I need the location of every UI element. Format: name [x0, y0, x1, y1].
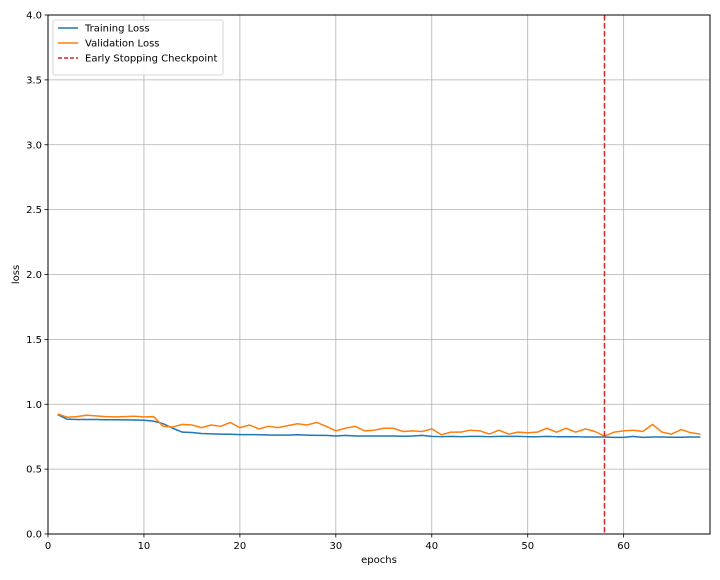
x-tick-label: 20	[234, 541, 247, 552]
series-line-validation-loss	[57, 413, 701, 437]
y-tick-label: 1.0	[26, 400, 42, 411]
grid	[47, 14, 710, 535]
legend-label: Training Loss	[84, 24, 150, 35]
y-tick-label: 1.5	[26, 335, 42, 346]
y-tick-label: 3.0	[26, 140, 42, 151]
y-tick-label: 2.0	[26, 270, 42, 281]
y-tick-label: 0.0	[26, 530, 42, 541]
x-tick-label: 40	[425, 541, 438, 552]
tick-layer: 0 10 20 30 40 50 60 0.0 0.5 1.0 1.5 2.0 2.5 3.0 3.5 4.0	[26, 11, 630, 553]
x-tick-label: 30	[329, 541, 342, 552]
x-axis-label: epochs	[361, 555, 397, 566]
x-tick-label: 50	[521, 541, 534, 552]
y-tick-label: 0.5	[26, 465, 42, 476]
y-tick-label: 3.5	[26, 75, 42, 86]
legend-box	[52, 19, 224, 76]
legend: Training Loss Validation Loss Early Stoppi…	[52, 19, 224, 76]
legend-label: Early Stopping Checkpoint	[85, 54, 218, 65]
x-tick-label: 0	[45, 541, 51, 552]
y-tick-label: 4.0	[26, 11, 42, 22]
series-line-training-loss	[57, 413, 701, 439]
legend-label: Validation Loss	[85, 39, 160, 50]
y-axis-label: loss	[11, 265, 22, 284]
x-tick-label: 10	[138, 541, 151, 552]
series-layer	[57, 15, 701, 534]
x-tick-label: 60	[617, 541, 630, 552]
y-tick-label: 2.5	[26, 205, 42, 216]
